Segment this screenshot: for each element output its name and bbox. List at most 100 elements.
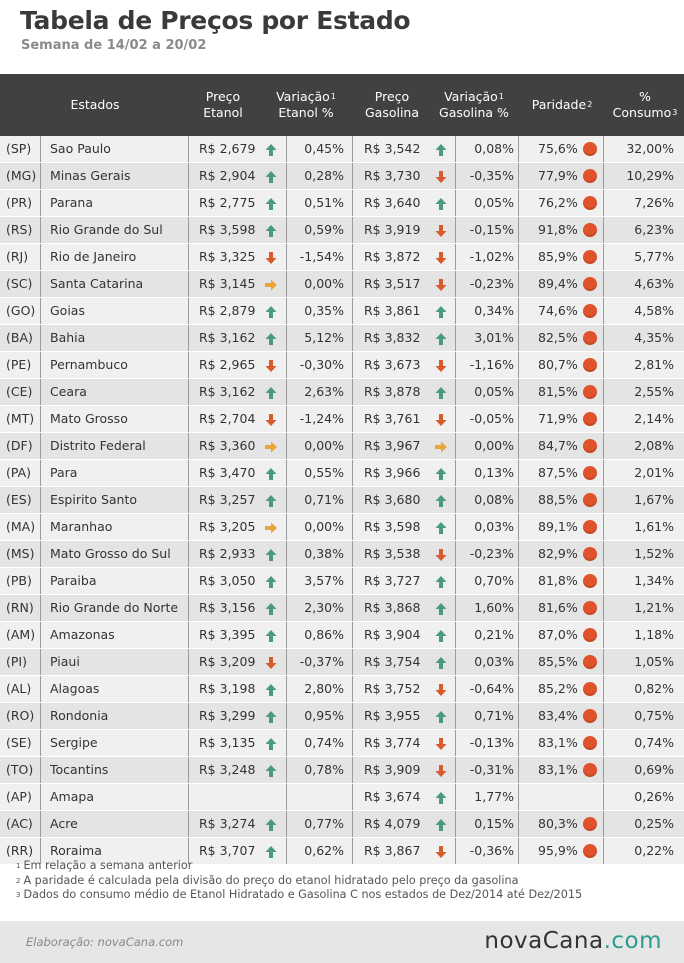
table-row: (GO) Goias R$ 2,879 0,35% R$ 3,861 0,34% 74,6%… [0,298,684,325]
price-gasolina: R$ 3,919 [364,222,421,237]
table-row: (PI) Piaui R$ 3,209 -0,37% R$ 3,754 0,03% 85,5… [0,649,684,676]
column-divider [603,379,604,405]
price-etanol: R$ 3,274 [199,816,256,831]
column-divider [286,541,287,567]
variation-gasolina: -0,31% [469,762,514,777]
consumo-value: 0,75% [634,708,674,723]
column-divider [40,325,41,351]
variation-etanol: 0,59% [304,222,344,237]
column-divider [518,811,519,837]
column-divider [40,460,41,486]
paridade-dot-icon [583,763,597,777]
column-divider [40,811,41,837]
price-etanol: R$ 3,156 [199,600,256,615]
state-abbr: (PR) [6,195,32,210]
variation-etanol: 5,12% [304,330,344,345]
column-divider [188,217,189,243]
variation-gasolina: -0,23% [469,276,514,291]
paridade-dot-icon [583,412,597,426]
price-etanol: R$ 3,598 [199,222,256,237]
table-row: (MS) Mato Grosso do Sul R$ 2,933 0,38% R$ 3,… [0,541,684,568]
arrow-up-icon [264,223,278,237]
state-name: Pernambuco [50,357,128,372]
variation-etanol: -1,54% [299,249,344,264]
price-etanol: R$ 3,205 [199,519,256,534]
column-divider [188,622,189,648]
paridade-value: 91,8% [538,222,578,237]
column-divider [286,217,287,243]
novacana-logo[interactable]: novaCana.com [484,928,662,954]
column-divider [518,649,519,675]
column-divider [603,487,604,513]
column-divider [603,784,604,810]
price-etanol: R$ 3,257 [199,492,256,507]
column-divider [40,352,41,378]
column-divider [352,784,353,810]
column-divider [455,163,456,189]
footnote-3: 3 Dados do consumo médio de Etanol Hidrat… [16,888,583,901]
paridade-value: 89,4% [538,276,578,291]
column-divider [455,487,456,513]
paridade-value: 88,5% [538,492,578,507]
column-divider [603,541,604,567]
page-header: Tabela de Preços por Estado Semana de 14… [0,0,684,74]
column-divider [286,379,287,405]
arrow-up-icon [434,574,448,588]
arrow-up-icon [264,331,278,345]
paridade-dot-icon [583,331,597,345]
state-abbr: (RR) [6,843,34,858]
state-name: Piaui [50,654,80,669]
page-footer: Elaboração: novaCana.com novaCana.com [0,921,684,963]
column-divider [518,487,519,513]
column-divider [286,784,287,810]
arrow-down-icon [264,655,278,669]
variation-etanol: 0,71% [304,492,344,507]
arrow-down-icon [434,547,448,561]
column-divider [188,811,189,837]
price-etanol: R$ 3,209 [199,654,256,669]
arrow-up-icon [264,493,278,507]
variation-gasolina: -0,23% [469,546,514,561]
column-divider [40,190,41,216]
table-row: (PR) Parana R$ 2,775 0,51% R$ 3,640 0,05% 76,2… [0,190,684,217]
column-divider [352,190,353,216]
state-name: Mato Grosso [50,411,128,426]
arrow-down-icon [434,169,448,183]
variation-etanol: 0,77% [304,816,344,831]
column-divider [286,325,287,351]
price-gasolina: R$ 3,598 [364,519,421,534]
arrow-down-icon [264,358,278,372]
paridade-dot-icon [583,277,597,291]
state-name: Goias [50,303,85,318]
column-divider [40,622,41,648]
paridade-value: 85,9% [538,249,578,264]
paridade-dot-icon [583,574,597,588]
price-etanol: R$ 3,248 [199,762,256,777]
price-gasolina: R$ 3,909 [364,762,421,777]
arrow-down-icon [434,358,448,372]
column-divider [352,838,353,864]
variation-gasolina: -0,05% [469,411,514,426]
consumo-value: 4,63% [634,276,674,291]
consumo-value: 0,69% [634,762,674,777]
arrow-up-icon [264,385,278,399]
arrow-up-icon [264,628,278,642]
column-divider [188,190,189,216]
variation-gasolina: 1,60% [474,600,514,615]
column-divider [188,433,189,459]
price-gasolina: R$ 3,878 [364,384,421,399]
consumo-value: 0,26% [634,789,674,804]
state-abbr: (MG) [6,168,37,183]
table-row: (RS) Rio Grande do Sul R$ 3,598 0,59% R$ 3,9… [0,217,684,244]
arrow-up-icon [264,304,278,318]
column-divider [352,460,353,486]
column-divider [188,568,189,594]
column-divider [188,757,189,783]
price-gasolina: R$ 3,542 [364,141,421,156]
state-name: Sergipe [50,735,98,750]
variation-etanol: 0,45% [304,141,344,156]
state-abbr: (GO) [6,303,36,318]
consumo-value: 2,55% [634,384,674,399]
arrow-up-icon [264,142,278,156]
variation-etanol: 0,38% [304,546,344,561]
